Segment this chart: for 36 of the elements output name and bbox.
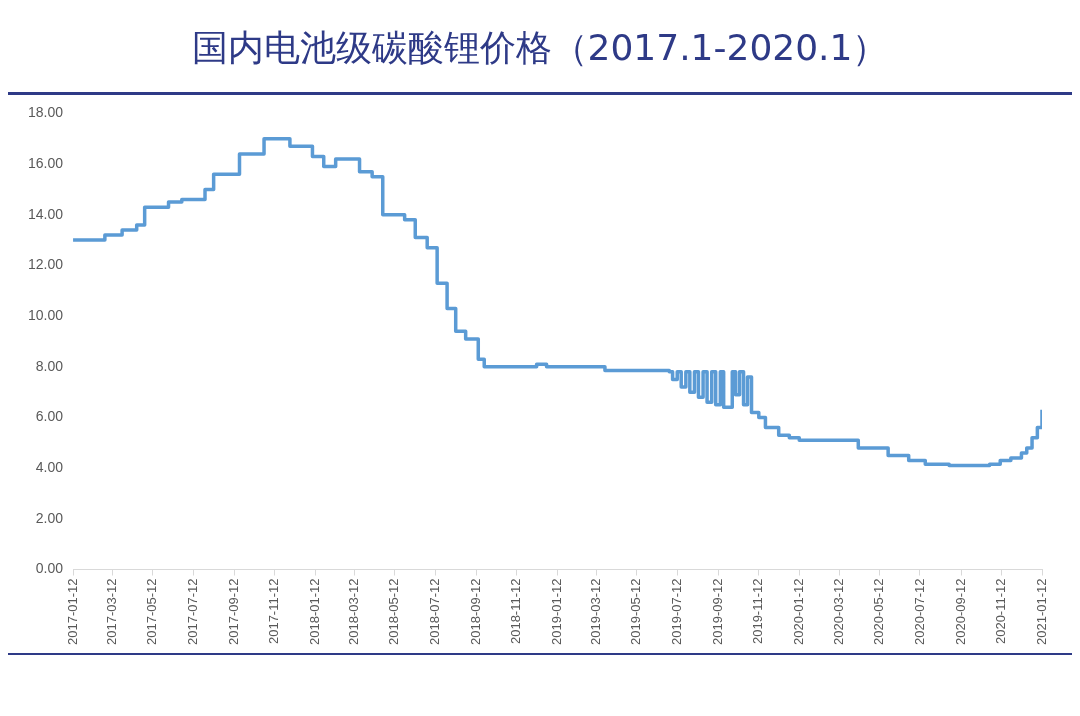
- x-tick-label: 2017-05-12: [144, 578, 160, 645]
- x-tick-label: 2019-01-12: [548, 578, 564, 645]
- x-tick-label: 2019-03-12: [587, 578, 603, 645]
- y-tick-label: 0.00: [35, 560, 64, 577]
- x-tick-label: 2020-11-12: [993, 578, 1009, 645]
- x-tick-label: 2017-11-12: [266, 578, 282, 645]
- x-tick-label: 2018-03-12: [345, 578, 361, 645]
- x-tick-label: 2018-09-12: [467, 578, 483, 645]
- x-tick-label: 2017-01-12: [64, 578, 80, 645]
- y-tick-label: 6.00: [35, 408, 64, 425]
- x-tick-label: 2020-03-12: [830, 578, 846, 645]
- chart-title: 国内电池级碳酸锂价格（2017.1-2020.1）: [190, 26, 890, 70]
- y-tick-label: 10.00: [27, 306, 64, 323]
- x-tick-label: 2018-11-12: [508, 578, 524, 645]
- x-tick-label: 2018-07-12: [426, 578, 442, 645]
- x-tick-label: 2018-01-12: [306, 578, 322, 645]
- y-tick-label: 4.00: [35, 459, 64, 476]
- x-tick-label: 2018-05-12: [386, 578, 402, 645]
- x-tick-label: 2017-09-12: [225, 578, 241, 645]
- y-tick-label: 12.00: [27, 256, 64, 273]
- x-tick-label: 2019-05-12: [628, 578, 644, 645]
- x-tick-label: 2020-05-12: [871, 578, 887, 645]
- y-tick-label: 2.00: [35, 509, 64, 526]
- x-tick-label: 2020-01-12: [790, 578, 806, 645]
- y-tick-label: 16.00: [27, 154, 64, 171]
- x-tick-label: 2019-11-12: [750, 578, 766, 645]
- x-tick-label: 2020-09-12: [952, 578, 968, 645]
- x-tick-label: 2017-03-12: [103, 578, 119, 645]
- x-tick-label: 2019-09-12: [709, 578, 725, 645]
- y-tick-label: 14.00: [27, 205, 64, 222]
- y-tick-label: 18.00: [27, 104, 64, 121]
- y-tick-label: 8.00: [35, 357, 64, 374]
- x-tick-label: 2021-01-12: [1033, 578, 1049, 645]
- x-tick-label: 2017-07-12: [184, 578, 200, 645]
- x-tick-label: 2020-07-12: [911, 578, 927, 645]
- x-tick-label: 2019-07-12: [668, 578, 684, 645]
